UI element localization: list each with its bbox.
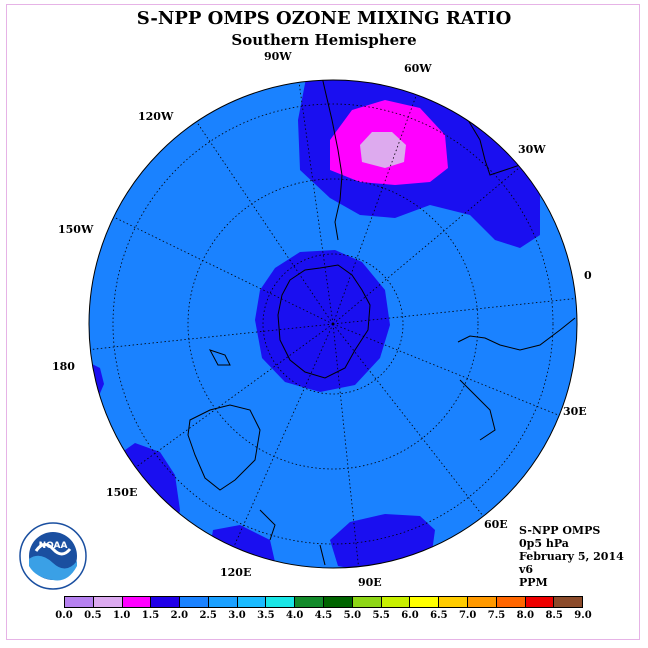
colorbar-tick-label: 2.0 [170,610,189,621]
lon-label-90w: 90W [264,50,292,63]
australia-coast [187,404,261,491]
meridian-line [332,323,359,567]
colorbar-tick-label: 0.5 [84,610,102,621]
lon-label-150e: 150E [106,486,138,499]
noaa-logo: NOAA [19,522,87,590]
australia-coast-e [457,317,576,351]
lon-label-60e: 60E [484,518,508,531]
lon-label-0: 0 [584,269,592,282]
colorbar-ticks: 0.0 0.5 1.0 1.5 2.0 2.5 3.0 3.5 4.0 4.5 5.0 5.5 6.0 6… [55,610,591,624]
logo-text: NOAA [39,541,68,551]
island-1 [208,349,231,366]
colorbar-tick-label: 2.5 [199,610,217,621]
lon-label-180: 180 [52,360,75,373]
colorbar [64,596,583,608]
colorbar-segment [439,597,468,607]
colorbar-tick-label: 5.0 [343,610,362,621]
meridian-line [332,298,576,325]
colorbar-tick-label: 3.0 [228,610,246,621]
lon-label-120e: 120E [220,566,252,579]
colorbar-tick-label: 7.5 [487,610,506,621]
info-units: PPM [519,576,548,589]
colorbar-segment [151,597,181,607]
colorbar-segment [496,597,526,607]
info-pressure: 0p5 hPa [519,537,569,550]
colorbar-tick-label: 7.0 [458,610,477,621]
info-block: S-NPP OMPS 0p5 hPa February 5, 2014 v6 P… [519,524,624,589]
meridian-line [196,121,334,325]
colorbar-tick-label: 5.5 [372,610,390,621]
coastlines [187,80,576,566]
colorbar-segment [554,597,583,607]
meridian-line [135,323,334,468]
colorbar-segment [295,597,325,607]
meridian-line [332,323,560,416]
colorbar-segment [208,597,238,607]
colorbar-tick-label: 1.5 [141,610,160,621]
colorbar-segment [410,597,440,607]
ozone-region-0-5 [360,132,406,168]
colorbar-tick-label: 4.5 [314,610,333,621]
colorbar-tick-label: 4.0 [285,610,304,621]
colorbar-tick-label: 6.5 [430,610,448,621]
colorbar-segment [122,597,152,607]
figure-frame [6,4,640,640]
lon-label-90e: 90E [358,576,382,589]
colorbar-segment [180,597,209,607]
lon-label-30w: 30W [518,143,546,156]
lon-label-60w: 60W [404,62,432,75]
colorbar-segment [525,597,555,607]
meridian-line [90,323,334,350]
map-subtitle: Southern Hemisphere [231,31,417,49]
colorbar-tick-label: 9.0 [574,610,592,621]
colorbar-segment [266,597,296,607]
colorbar-tick-label: 3.5 [257,610,275,621]
colorbar-segment [93,597,123,607]
colorbar-segment [352,597,382,607]
colorbar-segment [467,597,497,607]
colorbar-segment [65,597,94,607]
map-title: S-NPP OMPS OZONE MIXING RATIO [136,8,512,29]
colorbar-tick-label: 8.0 [516,610,535,621]
map-outline [88,79,578,569]
colorbar-segment [324,597,353,607]
antarctica-coast [277,264,371,379]
coast-30e [459,379,496,441]
info-instrument: S-NPP OMPS [519,524,601,537]
lon-label-30e: 30E [563,405,587,418]
info-date: February 5, 2014 [519,550,624,563]
meridian-line [332,323,484,517]
meridian-line [233,323,334,548]
south-america-coast [319,80,343,241]
colorbar-tick-label: 1.0 [112,610,131,621]
colorbar-tick-label: 6.0 [401,610,419,621]
meridian-line [332,166,521,325]
graticule [112,103,554,545]
lon-label-120w: 120W [138,110,174,123]
colorbar-tick-label: 0.0 [55,610,73,621]
colorbar-segment [381,597,411,607]
coast-90e [319,544,326,566]
meridian-line [113,216,334,325]
colorbar-tick-label: 8.5 [545,610,563,621]
meridians [90,82,576,567]
coast-120e [259,509,276,541]
meridian-line [298,82,334,325]
colorbar-segment [237,597,267,607]
info-version: v6 [519,563,534,576]
lon-label-150w: 150W [58,223,94,236]
meridian-line [332,94,417,325]
